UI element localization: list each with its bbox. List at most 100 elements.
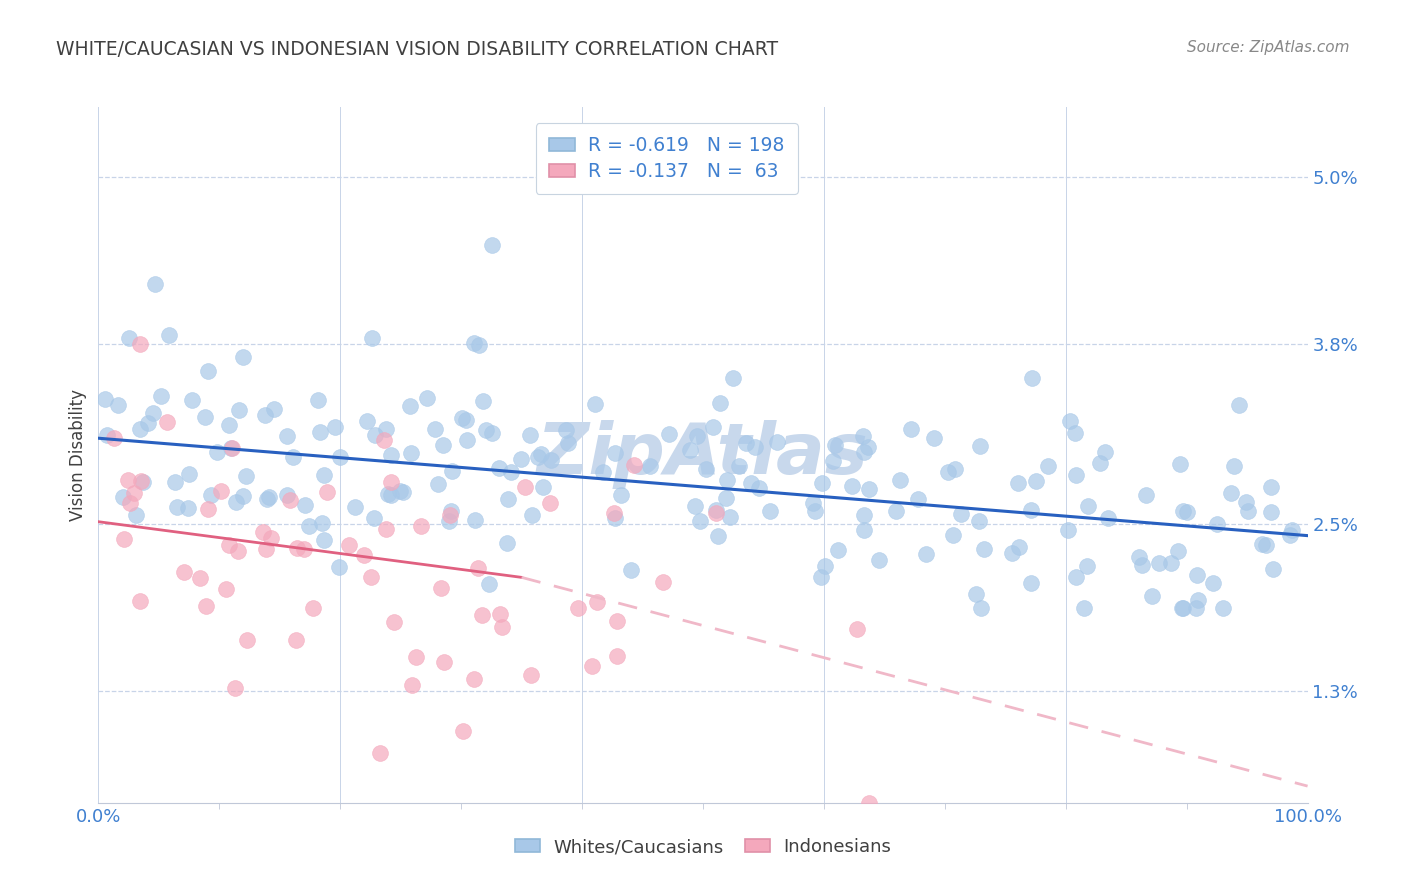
Point bbox=[858, 483, 880, 497]
Point bbox=[605, 511, 627, 525]
Point bbox=[744, 440, 766, 454]
Point bbox=[112, 490, 135, 504]
Point bbox=[478, 576, 501, 591]
Point bbox=[1237, 503, 1260, 517]
Point bbox=[451, 410, 474, 425]
Point bbox=[488, 607, 510, 621]
Point bbox=[1175, 505, 1198, 519]
Point bbox=[197, 501, 219, 516]
Point bbox=[1059, 414, 1081, 428]
Point bbox=[364, 427, 387, 442]
Point bbox=[173, 565, 195, 579]
Point bbox=[451, 723, 474, 738]
Point bbox=[827, 542, 849, 557]
Point bbox=[439, 508, 461, 522]
Point bbox=[382, 615, 405, 629]
Point bbox=[252, 524, 274, 539]
Point bbox=[218, 418, 240, 433]
Point bbox=[315, 485, 337, 500]
Point bbox=[177, 501, 200, 516]
Point bbox=[225, 494, 247, 508]
Point bbox=[695, 462, 717, 476]
Point bbox=[312, 533, 335, 547]
Point bbox=[302, 600, 325, 615]
Point bbox=[889, 473, 911, 487]
Point bbox=[606, 614, 628, 628]
Point bbox=[463, 336, 485, 351]
Point bbox=[1187, 592, 1209, 607]
Point bbox=[165, 475, 187, 490]
Point bbox=[360, 570, 382, 584]
Point bbox=[1281, 523, 1303, 537]
Point bbox=[1173, 600, 1195, 615]
Point bbox=[432, 438, 454, 452]
Point bbox=[900, 422, 922, 436]
Point bbox=[433, 656, 456, 670]
Point bbox=[118, 330, 141, 344]
Point bbox=[1173, 504, 1195, 518]
Point bbox=[415, 392, 437, 406]
Point bbox=[853, 444, 876, 458]
Point bbox=[538, 496, 561, 510]
Point bbox=[177, 467, 200, 481]
Point bbox=[852, 523, 875, 537]
Point bbox=[284, 632, 307, 647]
Point bbox=[401, 446, 423, 460]
Point bbox=[253, 408, 276, 422]
Point bbox=[221, 442, 243, 456]
Point bbox=[1220, 486, 1243, 500]
Point bbox=[375, 522, 398, 536]
Point bbox=[1185, 601, 1208, 615]
Point bbox=[1019, 576, 1042, 591]
Point bbox=[356, 414, 378, 428]
Point bbox=[1057, 523, 1080, 537]
Point bbox=[439, 503, 461, 517]
Y-axis label: Vision Disability: Vision Disability bbox=[69, 389, 87, 521]
Point bbox=[567, 600, 589, 615]
Point bbox=[491, 620, 513, 634]
Point bbox=[309, 425, 332, 439]
Point bbox=[821, 454, 844, 468]
Point bbox=[592, 465, 614, 479]
Point bbox=[1021, 371, 1043, 385]
Point bbox=[519, 668, 541, 682]
Point bbox=[1076, 500, 1098, 514]
Point bbox=[467, 561, 489, 575]
Point bbox=[166, 500, 188, 515]
Point bbox=[969, 439, 991, 453]
Point bbox=[190, 571, 212, 585]
Point bbox=[766, 435, 789, 450]
Point bbox=[440, 464, 463, 478]
Point bbox=[221, 441, 243, 455]
Point bbox=[112, 533, 135, 547]
Point bbox=[143, 277, 166, 291]
Point bbox=[125, 508, 148, 522]
Point bbox=[344, 500, 367, 514]
Point bbox=[1171, 601, 1194, 615]
Point bbox=[914, 547, 936, 561]
Point bbox=[1063, 425, 1085, 440]
Point bbox=[120, 496, 142, 510]
Point bbox=[969, 601, 991, 615]
Point bbox=[721, 371, 744, 385]
Point bbox=[276, 429, 298, 443]
Point bbox=[583, 397, 606, 411]
Point bbox=[679, 443, 702, 458]
Point bbox=[581, 659, 603, 673]
Point bbox=[686, 429, 709, 443]
Point bbox=[224, 681, 246, 695]
Point bbox=[530, 447, 553, 461]
Point bbox=[232, 489, 254, 503]
Point bbox=[427, 477, 450, 491]
Point bbox=[509, 451, 531, 466]
Point bbox=[488, 460, 510, 475]
Point bbox=[758, 504, 780, 518]
Point bbox=[437, 514, 460, 528]
Point bbox=[803, 504, 825, 518]
Point bbox=[527, 450, 550, 465]
Point bbox=[328, 559, 350, 574]
Point bbox=[1205, 516, 1227, 531]
Point bbox=[702, 420, 724, 434]
Point bbox=[967, 514, 990, 528]
Point bbox=[149, 389, 172, 403]
